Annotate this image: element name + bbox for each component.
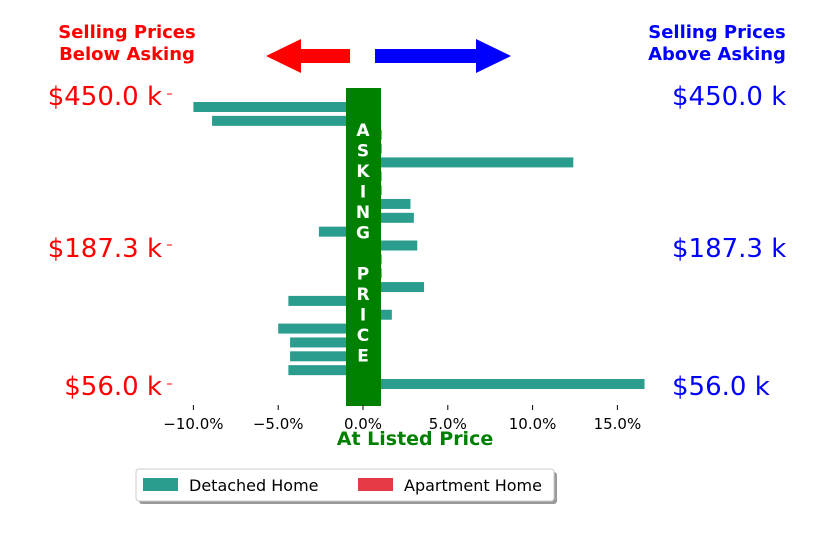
asking-price-letter-8: R (356, 285, 369, 305)
left-price-label-top: $450.0 k (48, 82, 162, 112)
detached-bar-19 (288, 365, 363, 376)
right-price-label-top: $450.0 k (672, 82, 786, 112)
detached-bar-9 (318, 226, 363, 237)
detached-bar-4 (363, 157, 574, 168)
legend-swatch-detached (143, 478, 178, 491)
x-tick-label-1: −5.0% (253, 415, 304, 433)
legend-box (135, 468, 555, 502)
asking-price-letter-2: K (356, 162, 370, 182)
right-arrow-icon (375, 39, 511, 73)
detached-bar-17 (290, 337, 363, 348)
right-header-line1: Selling Prices (648, 22, 785, 43)
asking-price-band (346, 88, 381, 406)
legend-label-detached: Detached Home (189, 476, 319, 495)
left-header-line2: Below Asking (59, 44, 195, 65)
x-tick-label-0: −10.0% (163, 415, 223, 433)
detached-bar-16 (278, 323, 363, 334)
asking-price-letter-5: G (356, 224, 370, 244)
left-arrow-icon (266, 39, 350, 73)
left-price-label-bottom: $56.0 k (64, 372, 162, 402)
detached-bar-10 (363, 240, 418, 251)
detached-bar-14 (288, 295, 363, 306)
right-price-label-mid: $187.3 k (672, 234, 786, 264)
asking-price-letter-1: S (357, 142, 369, 162)
legend-swatch-apartment (358, 478, 393, 491)
x-tick-label-2: 0.0% (344, 415, 382, 433)
legend: Detached Home Apartment Home (135, 468, 557, 504)
detached-bar-13 (363, 282, 425, 293)
left-price-label-mid: $187.3 k (48, 234, 162, 264)
x-tick-label-3: 5.0% (429, 415, 467, 433)
asking-price-letter-9: I (360, 306, 366, 326)
x-tick-label-5: 15.0% (594, 415, 642, 433)
x-axis: −10.0% −5.0% 0.0% 5.0% 10.0% 15.0% (163, 405, 641, 433)
detached-bar-1 (212, 115, 363, 126)
left-header-line1: Selling Prices (58, 22, 195, 43)
asking-price-letter-4: N (356, 203, 370, 223)
bars-group (193, 102, 645, 389)
detached-bar-18 (290, 351, 363, 362)
right-price-label-bottom: $56.0 k (672, 372, 770, 402)
asking-price-letter-3: I (360, 183, 366, 203)
asking-price-letter-0: A (356, 121, 370, 141)
asking-price-letter-10: C (357, 326, 369, 346)
detached-bar-20 (363, 379, 645, 389)
asking-price-letter-11: E (357, 347, 369, 367)
detached-bar-7 (363, 198, 411, 209)
detached-bar-8 (363, 212, 414, 223)
asking-price-letter-7: P (357, 265, 369, 285)
x-axis-label: At Listed Price (337, 428, 493, 450)
detached-bar-0 (193, 102, 363, 112)
x-tick-label-4: 10.0% (509, 415, 557, 433)
right-header-line2: Above Asking (648, 44, 786, 65)
legend-label-apartment: Apartment Home (404, 476, 542, 495)
